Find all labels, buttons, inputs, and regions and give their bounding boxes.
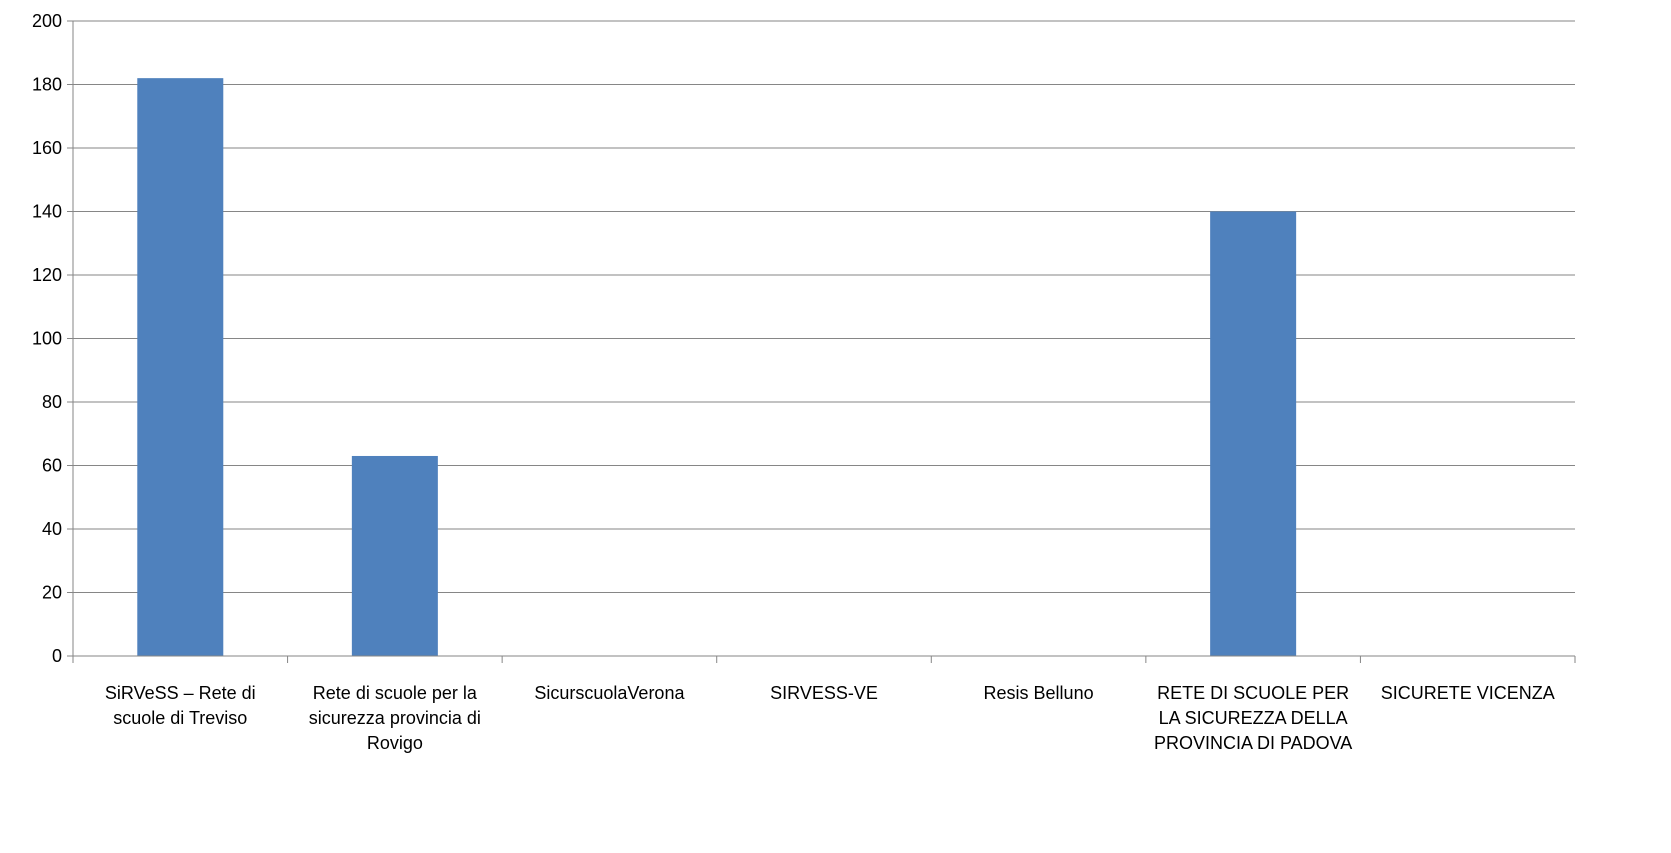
y-tick-label: 0	[52, 646, 62, 666]
bar	[351, 455, 438, 656]
y-tick-label: 200	[32, 11, 62, 31]
bar	[137, 78, 224, 656]
x-tick-label: SicurscuolaVerona	[534, 683, 685, 703]
axes	[67, 20, 1576, 663]
y-tick-label: 80	[42, 392, 62, 412]
x-tick-label: SiRVeSS – Rete di scuole di Treviso	[104, 683, 256, 728]
y-tick-label: 40	[42, 519, 62, 539]
x-tick-label: SIRVESS-VE	[770, 683, 878, 703]
x-tick-label: RETE DI SCUOLE PER LA SICUREZZA DELLA PR…	[1153, 683, 1353, 753]
bar	[1210, 211, 1297, 656]
y-tick-label: 180	[32, 75, 62, 95]
x-tick-label: Resis Belluno	[983, 683, 1094, 703]
y-tick-label: 160	[32, 138, 62, 158]
y-tick-label: 60	[42, 456, 62, 476]
gridlines	[73, 20, 1575, 593]
y-tick-label: 140	[32, 202, 62, 222]
x-tick-label: Rete di scuole per la sicurezza provinci…	[308, 683, 481, 753]
x-tick-label: SICURETE VICENZA	[1380, 683, 1555, 703]
bars	[137, 78, 1297, 656]
y-tick-labels: 0 20 40 60 80 100 120 140 160 180 200	[32, 11, 62, 666]
y-tick-label: 100	[32, 329, 62, 349]
y-tick-label: 120	[32, 265, 62, 285]
y-tick-label: 20	[42, 583, 62, 603]
